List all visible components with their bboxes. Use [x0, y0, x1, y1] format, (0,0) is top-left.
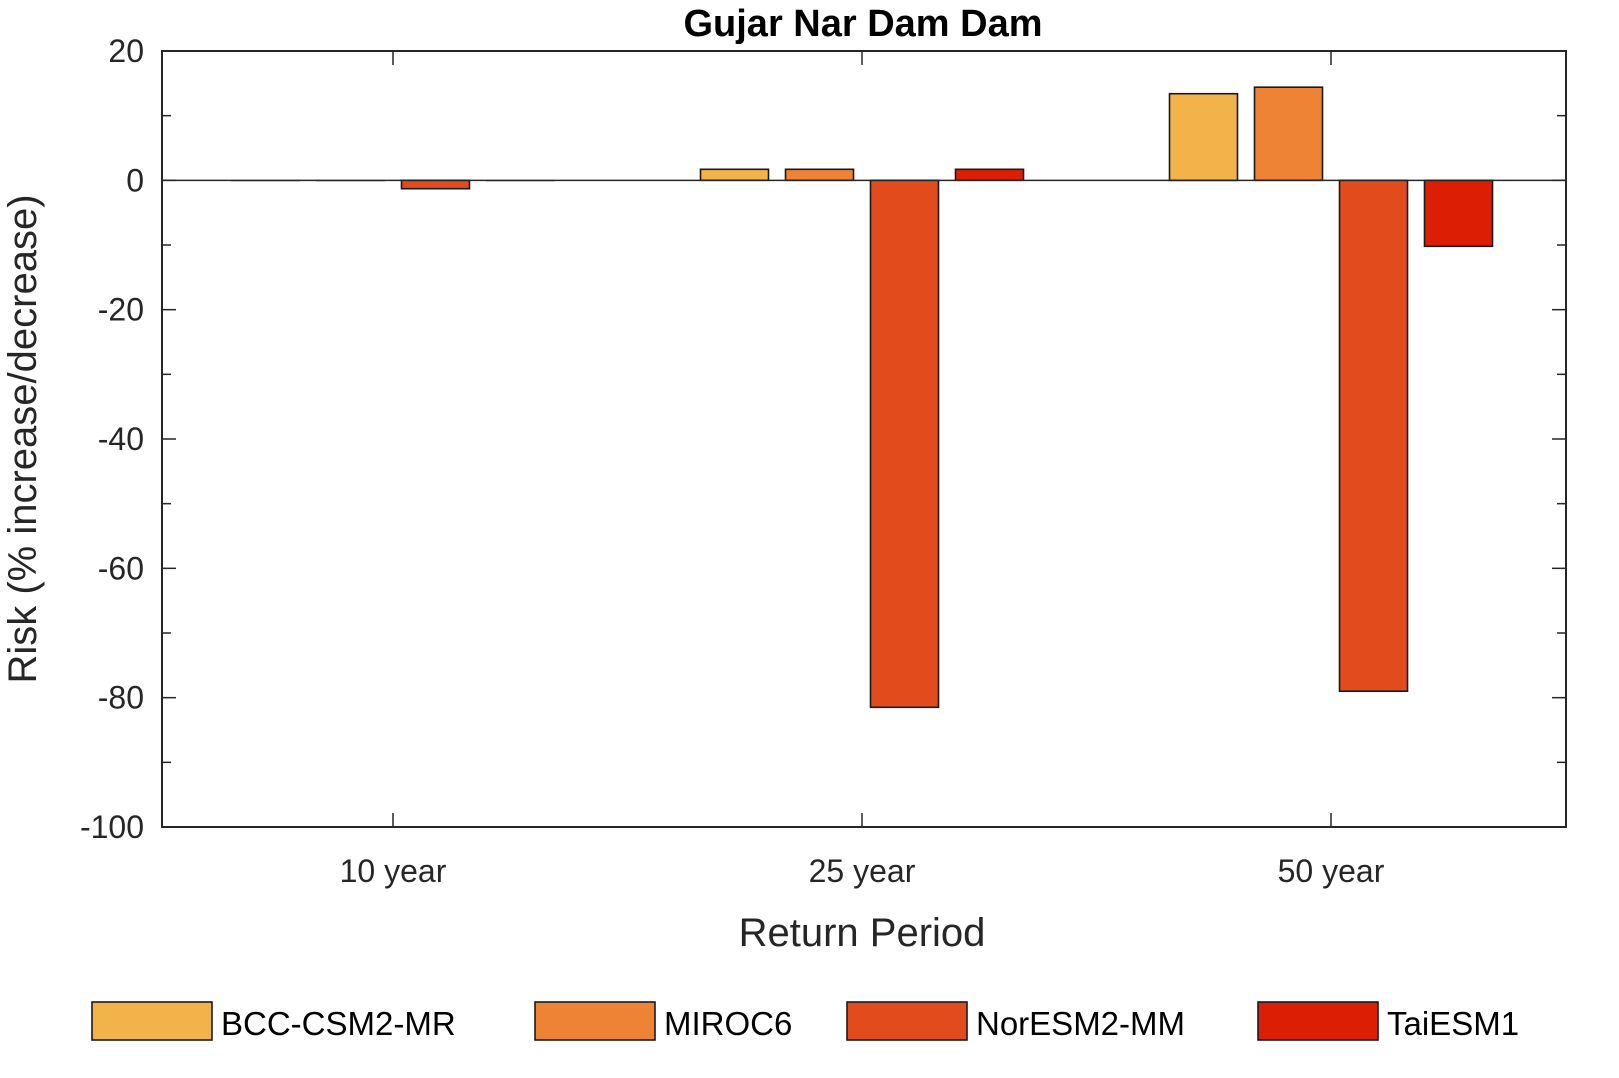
y-tick-label: 0: [126, 162, 144, 198]
legend-label: BCC-CSM2-MR: [221, 1005, 456, 1042]
y-tick-label: -80: [98, 680, 144, 716]
bar-bcc-csm2-mr-50-year: [1168, 92, 1239, 182]
x-tick-label: 25 year: [809, 853, 916, 889]
x-tick-label: 10 year: [340, 853, 447, 889]
legend-label: TaiESM1: [1387, 1005, 1519, 1042]
bar-noresm2-mm-50-year: [1338, 179, 1409, 692]
y-tick-label: -20: [98, 292, 144, 328]
y-axis-ticks: -100 -80 -60 -40 -20 0 20: [80, 33, 1566, 845]
bar-taiesm1-25-year: [954, 168, 1025, 182]
x-tick-label: 50 year: [1278, 853, 1385, 889]
y-axis-label: Risk (% increase/decrease): [1, 194, 45, 683]
legend-swatch-miroc6: [534, 1001, 656, 1041]
legend: BCC-CSM2-MR MIROC6 NorESM2-MM TaiESM1: [91, 1001, 1519, 1042]
y-tick-label: -100: [80, 809, 144, 845]
bar-miroc6-25-year: [784, 168, 855, 182]
bar-noresm2-mm-25-year: [869, 179, 940, 709]
bars-group: [231, 86, 1494, 709]
legend-label: NorESM2-MM: [976, 1005, 1185, 1042]
chart-title: Gujar Nar Dam Dam: [683, 3, 1042, 45]
legend-swatch-bcc-csm2-mr: [91, 1001, 213, 1041]
x-axis-label: Return Period: [739, 911, 986, 955]
legend-swatch-taiesm1: [1257, 1001, 1379, 1041]
bar-bcc-csm2-mr-25-year: [699, 168, 770, 182]
bar-miroc6-50-year: [1253, 86, 1324, 182]
legend-swatch-noresm2-mm: [846, 1001, 968, 1041]
y-tick-label: -40: [98, 421, 144, 457]
legend-label: MIROC6: [664, 1005, 792, 1042]
y-tick-label: 20: [108, 33, 144, 69]
y-tick-label: -60: [98, 550, 144, 586]
bar-taiesm1-50-year: [1423, 179, 1494, 248]
bar-noresm2-mm-10-year: [400, 179, 471, 190]
x-axis-ticks: 10 year 25 year 50 year: [340, 51, 1385, 889]
